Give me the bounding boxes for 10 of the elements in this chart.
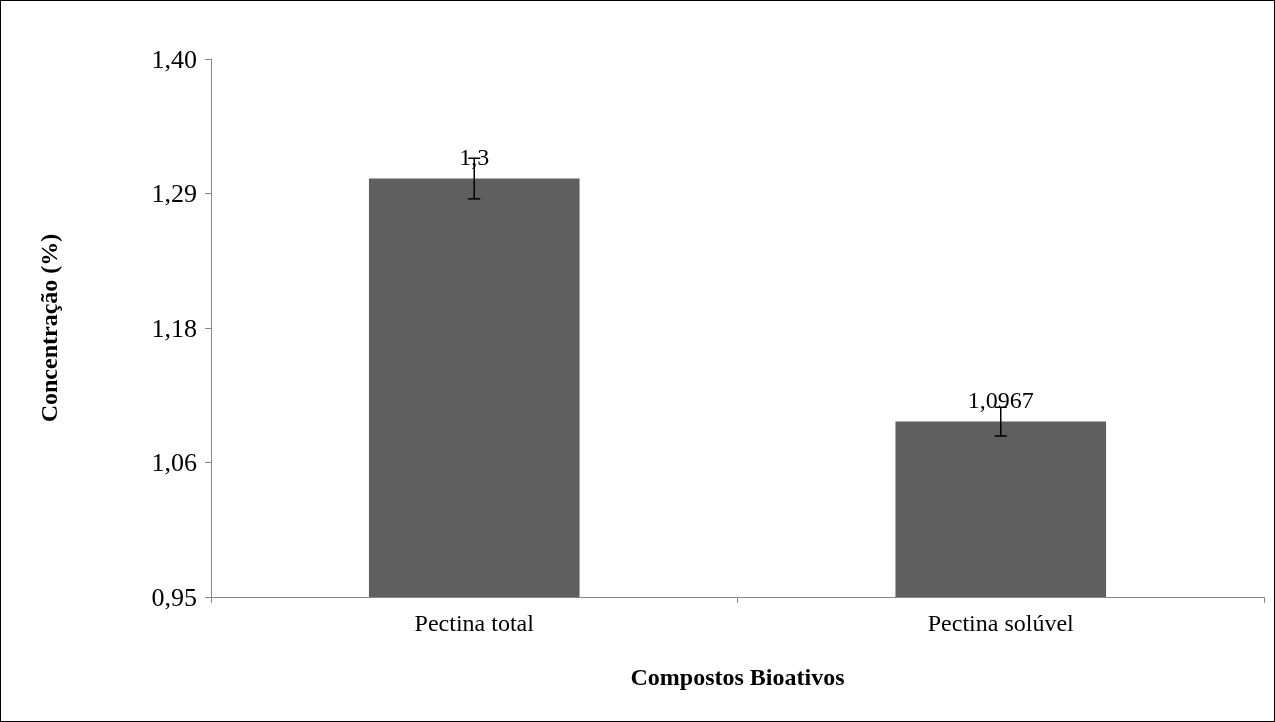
- y-tick-label: 1,06: [151, 448, 197, 477]
- y-axis-title: Concentração (%): [36, 233, 62, 423]
- x-axis-title: Compostos Bioativos: [630, 664, 845, 690]
- y-tick-label: 1,40: [151, 44, 197, 74]
- x-tick-label: Pectina total: [414, 610, 535, 636]
- data-label: 1,0967: [967, 386, 1034, 413]
- y-tick-label: 1,18: [151, 313, 197, 343]
- x-tick-label: Pectina solúvel: [927, 610, 1075, 636]
- y-tick-label: 1,29: [151, 179, 197, 208]
- y-tick-label: 0,95: [151, 582, 197, 612]
